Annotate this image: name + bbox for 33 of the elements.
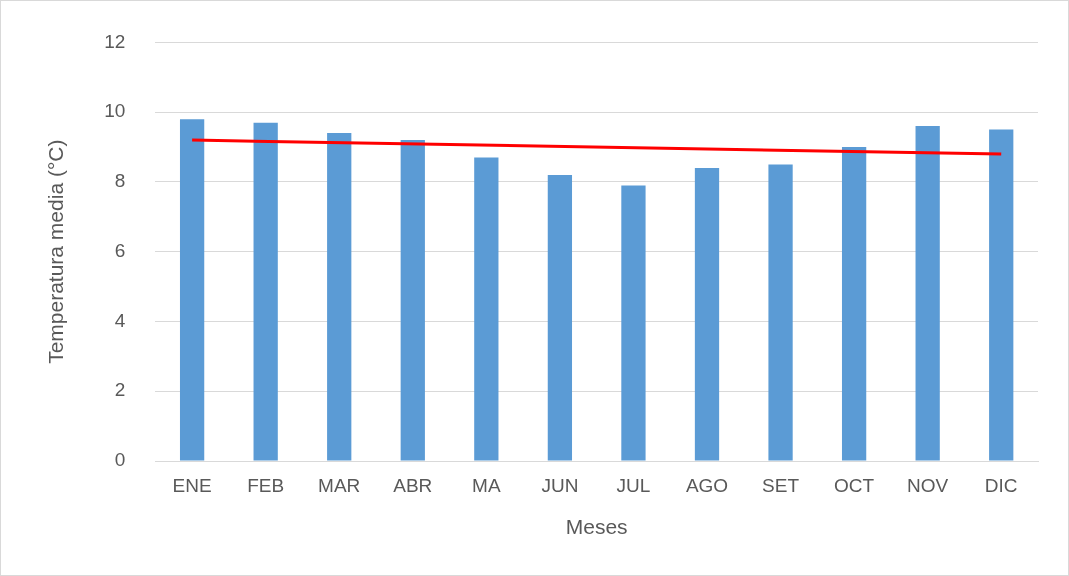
x-tick-label: JUL [616, 474, 651, 496]
bar [621, 185, 646, 461]
y-tick-label: 10 [104, 100, 126, 122]
x-tick-label: DIC [984, 474, 1018, 496]
bar [547, 174, 573, 461]
x-tick-label: SET [762, 474, 800, 496]
x-tick-label: MAR [318, 474, 361, 496]
bar [400, 140, 425, 461]
x-tick-label: FEB [247, 474, 285, 496]
x-tick-label: AGO [685, 474, 729, 496]
x-tick-label: ENE [172, 474, 212, 496]
y-tick-label: 12 [104, 30, 126, 52]
x-tick-label: OCT [834, 474, 875, 496]
x-axis-title: Meses [565, 515, 628, 539]
bar [474, 157, 499, 461]
x-tick-label: ABR [393, 474, 433, 496]
y-tick-label: 6 [114, 239, 126, 261]
bar [179, 119, 205, 461]
x-tick-label: NOV [907, 474, 949, 496]
y-tick-label: 2 [114, 379, 126, 401]
bar [327, 133, 352, 461]
y-tick-label: 0 [114, 449, 126, 471]
y-axis-title: Temperatura media (°C) [44, 139, 68, 364]
y-tick-label: 8 [114, 170, 126, 192]
y-tick-label: 4 [114, 309, 126, 331]
bar [915, 126, 940, 461]
bar [989, 129, 1014, 461]
x-tick-label: JUN [541, 474, 579, 496]
bar [694, 167, 720, 461]
bar [253, 122, 278, 461]
x-tick-label: MA [472, 474, 501, 496]
bar [768, 164, 793, 461]
bar [841, 147, 867, 461]
